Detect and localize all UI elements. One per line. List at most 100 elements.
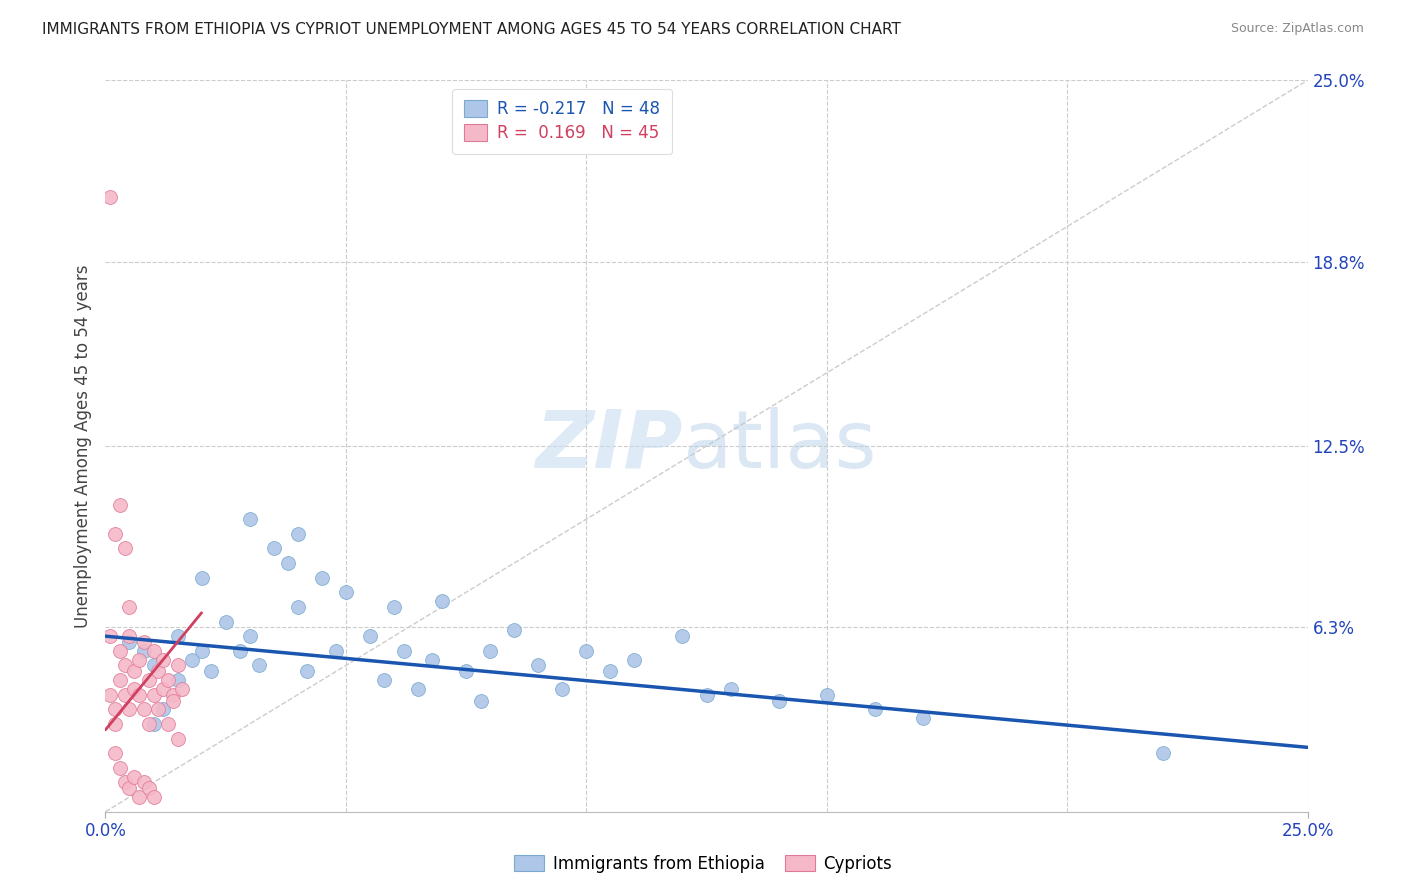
Point [527, 658, 550, 673]
Point [118, 629, 141, 643]
Point [152, 681, 174, 696]
Point [104, 526, 127, 541]
Point [114, 775, 136, 789]
Point [98, 629, 121, 643]
Point [128, 790, 150, 805]
Point [132, 775, 155, 789]
Point [138, 717, 160, 731]
Point [132, 702, 155, 716]
Point [124, 665, 146, 679]
Point [142, 790, 165, 805]
Point [124, 681, 146, 696]
Point [575, 644, 598, 658]
Point [406, 681, 429, 696]
Text: Source: ZipAtlas.com: Source: ZipAtlas.com [1230, 22, 1364, 36]
Point [162, 693, 184, 707]
Point [108, 673, 131, 687]
Point [114, 658, 136, 673]
Point [152, 652, 174, 666]
Legend: Immigrants from Ethiopia, Cypriots: Immigrants from Ethiopia, Cypriots [508, 848, 898, 880]
Point [239, 512, 262, 526]
Point [128, 688, 150, 702]
Point [166, 658, 188, 673]
Point [114, 541, 136, 556]
Point [104, 746, 127, 760]
Point [470, 693, 492, 707]
Point [239, 629, 262, 643]
Point [287, 599, 309, 614]
Point [98, 688, 121, 702]
Point [138, 781, 160, 796]
Point [166, 731, 188, 746]
Point [863, 702, 886, 716]
Point [190, 644, 212, 658]
Point [671, 629, 693, 643]
Point [454, 665, 477, 679]
Point [118, 702, 141, 716]
Point [815, 688, 838, 702]
Point [373, 673, 395, 687]
Point [138, 673, 160, 687]
Point [599, 665, 621, 679]
Text: ZIP: ZIP [536, 407, 682, 485]
Point [277, 556, 299, 570]
Point [172, 681, 194, 696]
Point [768, 693, 790, 707]
Point [128, 652, 150, 666]
Point [696, 688, 718, 702]
Point [142, 658, 165, 673]
Point [152, 702, 174, 716]
Point [287, 526, 309, 541]
Point [142, 688, 165, 702]
Point [156, 673, 179, 687]
Point [98, 190, 121, 204]
Point [162, 688, 184, 702]
Text: atlas: atlas [682, 407, 877, 485]
Point [148, 665, 170, 679]
Point [118, 781, 141, 796]
Point [335, 585, 357, 599]
Point [108, 644, 131, 658]
Point [623, 652, 645, 666]
Point [392, 644, 415, 658]
Point [297, 665, 319, 679]
Point [311, 571, 333, 585]
Point [503, 624, 526, 638]
Point [190, 571, 212, 585]
Text: IMMIGRANTS FROM ETHIOPIA VS CYPRIOT UNEMPLOYMENT AMONG AGES 45 TO 54 YEARS CORRE: IMMIGRANTS FROM ETHIOPIA VS CYPRIOT UNEM… [42, 22, 901, 37]
Point [325, 644, 347, 658]
Point [479, 644, 502, 658]
Point [104, 717, 127, 731]
Point [214, 615, 236, 629]
Point [166, 673, 188, 687]
Point [422, 652, 444, 666]
Point [200, 665, 222, 679]
Point [148, 702, 170, 716]
Point [118, 635, 141, 649]
Point [382, 599, 405, 614]
Y-axis label: Unemployment Among Ages 45 to 54 years: Unemployment Among Ages 45 to 54 years [73, 264, 91, 628]
Point [1152, 746, 1174, 760]
Point [132, 644, 155, 658]
Point [108, 498, 131, 512]
Point [911, 711, 934, 725]
Point [132, 635, 155, 649]
Point [104, 702, 127, 716]
Point [229, 644, 252, 658]
Point [181, 652, 204, 666]
Point [142, 717, 165, 731]
Point [263, 541, 285, 556]
Legend: R = -0.217   N = 48, R =  0.169   N = 45: R = -0.217 N = 48, R = 0.169 N = 45 [453, 88, 672, 154]
Point [720, 681, 742, 696]
Point [247, 658, 270, 673]
Point [108, 761, 131, 775]
Point [118, 599, 141, 614]
Point [114, 688, 136, 702]
Point [156, 717, 179, 731]
Point [124, 770, 146, 784]
Point [359, 629, 381, 643]
Point [430, 594, 453, 608]
Point [551, 681, 574, 696]
Point [166, 629, 188, 643]
Point [142, 644, 165, 658]
